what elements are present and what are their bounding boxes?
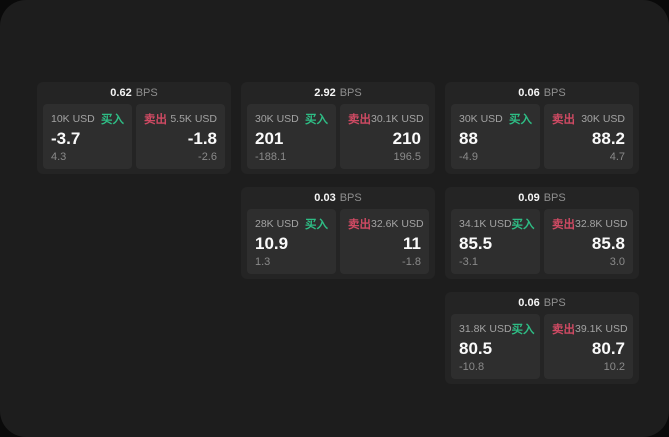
sell-sub-value: 3.0: [609, 256, 625, 268]
buy-side-label: 买入: [101, 114, 124, 126]
sell-side-label: 卖出: [144, 114, 167, 126]
sell-sub-value: 10.2: [603, 361, 625, 373]
sell-price: -1.8: [187, 129, 217, 148]
sell-notional: 30K USD: [581, 113, 625, 125]
quote-tiles: 28K USD 买入 10.9 1.3 卖出 32.6K USD 11 -1.8: [247, 209, 429, 274]
bps-unit: BPS: [339, 192, 362, 204]
bps-unit: BPS: [135, 87, 158, 99]
card-header: 0.06 BPS: [451, 82, 633, 104]
buy-side-label: 买入: [511, 219, 535, 231]
sell-tile[interactable]: 卖出 5.5K USD -1.8 -2.6: [136, 104, 225, 169]
buy-sub-value: -3.1: [459, 256, 478, 268]
buy-price: 201: [255, 129, 284, 148]
sell-sub-value: -2.6: [198, 151, 217, 163]
buy-price: 10.9: [255, 234, 289, 253]
buy-tile[interactable]: 28K USD 买入 10.9 1.3: [247, 209, 336, 274]
sell-price: 80.7: [591, 339, 625, 358]
quote-card-2: 2.92 BPS 30K USD 买入 201 -188.1 卖出 30.1K U…: [241, 82, 435, 174]
card-header: 0.09 BPS: [451, 187, 633, 209]
buy-tile[interactable]: 30K USD 买入 201 -188.1: [247, 104, 336, 169]
bps-unit: BPS: [543, 297, 566, 309]
card-header: 0.62 BPS: [43, 82, 225, 104]
card-header: 0.03 BPS: [247, 187, 429, 209]
buy-price: -3.7: [51, 129, 81, 148]
buy-notional: 28K USD: [255, 218, 299, 230]
buy-sub-value: -10.8: [459, 361, 485, 373]
quote-card-6: 0.06 BPS 31.8K USD 买入 80.5 -10.8 卖出 39.1K…: [445, 292, 639, 384]
buy-price: 85.5: [459, 234, 493, 253]
quote-card-4: 0.03 BPS 28K USD 买入 10.9 1.3 卖出 32.6K USD: [241, 187, 435, 279]
buy-tile[interactable]: 34.1K USD 买入 85.5 -3.1: [451, 209, 540, 274]
buy-sub-value: -188.1: [255, 151, 287, 163]
bps-value: 0.09: [518, 192, 540, 204]
buy-notional: 30K USD: [255, 113, 299, 125]
sell-notional: 32.6K USD: [371, 218, 424, 230]
buy-notional: 30K USD: [459, 113, 503, 125]
buy-price: 80.5: [459, 339, 493, 358]
quote-tiles: 31.8K USD 买入 80.5 -10.8 卖出 39.1K USD 80.…: [451, 314, 633, 379]
quote-tiles: 30K USD 买入 201 -188.1 卖出 30.1K USD 210 1…: [247, 104, 429, 169]
quote-card-grid: 0.62 BPS 10K USD 买入 -3.7 4.3 卖出 5.5K USD: [37, 82, 639, 384]
buy-sub-value: 4.3: [51, 151, 67, 163]
sell-notional: 32.8K USD: [575, 218, 628, 230]
sell-sub-value: -1.8: [402, 256, 421, 268]
card-header: 0.06 BPS: [451, 292, 633, 314]
quote-tiles: 30K USD 买入 88 -4.9 卖出 30K USD 88.2 4.7: [451, 104, 633, 169]
buy-notional: 10K USD: [51, 113, 95, 125]
sell-tile[interactable]: 卖出 30.1K USD 210 196.5: [340, 104, 429, 169]
bps-value: 0.06: [518, 297, 540, 309]
sell-price: 11: [403, 234, 421, 253]
sell-tile[interactable]: 卖出 39.1K USD 80.7 10.2: [544, 314, 633, 379]
buy-sub-value: 1.3: [255, 256, 271, 268]
sell-tile[interactable]: 卖出 30K USD 88.2 4.7: [544, 104, 633, 169]
sell-sub-value: 196.5: [393, 151, 421, 163]
quote-card-1: 0.62 BPS 10K USD 买入 -3.7 4.3 卖出 5.5K USD: [37, 82, 231, 174]
bps-value: 2.92: [314, 87, 336, 99]
sell-side-label: 卖出: [552, 324, 575, 336]
buy-side-label: 买入: [305, 114, 328, 126]
sell-price: 85.8: [591, 234, 625, 253]
sell-side-label: 卖出: [552, 219, 575, 231]
quote-tiles: 10K USD 买入 -3.7 4.3 卖出 5.5K USD -1.8 -2.…: [43, 104, 225, 169]
bps-value: 0.06: [518, 87, 540, 99]
buy-tile[interactable]: 10K USD 买入 -3.7 4.3: [43, 104, 132, 169]
sell-notional: 39.1K USD: [575, 323, 628, 335]
sell-notional: 5.5K USD: [170, 113, 217, 125]
quote-tiles: 34.1K USD 买入 85.5 -3.1 卖出 32.8K USD 85.8…: [451, 209, 633, 274]
sell-price: 88.2: [591, 129, 625, 148]
sell-tile[interactable]: 卖出 32.8K USD 85.8 3.0: [544, 209, 633, 274]
sell-tile[interactable]: 卖出 32.6K USD 11 -1.8: [340, 209, 429, 274]
buy-notional: 31.8K USD: [459, 323, 512, 335]
sell-notional: 30.1K USD: [371, 113, 424, 125]
quote-card-3: 0.06 BPS 30K USD 买入 88 -4.9 卖出 30K USD: [445, 82, 639, 174]
sell-side-label: 卖出: [348, 219, 371, 231]
buy-notional: 34.1K USD: [459, 218, 512, 230]
bps-value: 0.03: [314, 192, 336, 204]
card-header: 2.92 BPS: [247, 82, 429, 104]
bps-unit: BPS: [339, 87, 362, 99]
sell-price: 210: [392, 129, 421, 148]
buy-price: 88: [459, 129, 478, 148]
buy-side-label: 买入: [305, 219, 328, 231]
bps-unit: BPS: [543, 87, 566, 99]
sell-sub-value: 4.7: [609, 151, 625, 163]
quote-card-5: 0.09 BPS 34.1K USD 买入 85.5 -3.1 卖出 32.8K …: [445, 187, 639, 279]
buy-side-label: 买入: [511, 324, 535, 336]
bps-value: 0.62: [110, 87, 132, 99]
buy-side-label: 买入: [509, 114, 532, 126]
sell-side-label: 卖出: [552, 114, 575, 126]
sell-side-label: 卖出: [348, 114, 371, 126]
bps-unit: BPS: [543, 192, 566, 204]
buy-tile[interactable]: 31.8K USD 买入 80.5 -10.8: [451, 314, 540, 379]
buy-sub-value: -4.9: [459, 151, 478, 163]
buy-tile[interactable]: 30K USD 买入 88 -4.9: [451, 104, 540, 169]
